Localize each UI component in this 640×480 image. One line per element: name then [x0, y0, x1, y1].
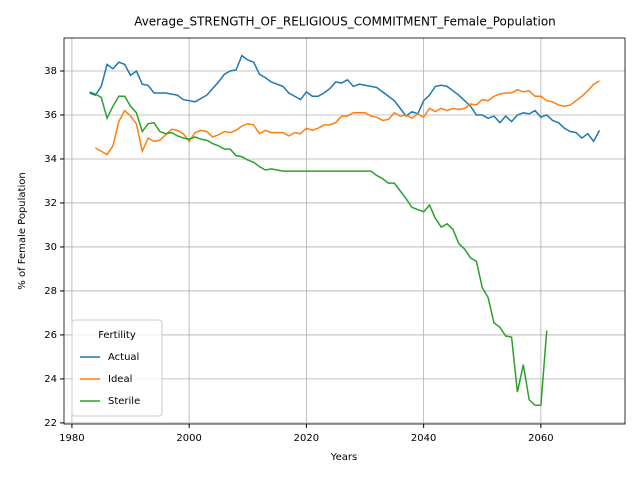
line-series	[94, 80, 600, 156]
y-tick-label: 24	[44, 374, 57, 385]
x-tick-label: 2060	[528, 433, 553, 444]
legend-label: Sterile	[108, 396, 140, 407]
line-series	[89, 91, 548, 407]
axes-frame	[63, 37, 626, 425]
y-tick-label: 34	[44, 154, 57, 165]
legend-title: Fertility	[98, 330, 136, 341]
legend-label: Actual	[108, 352, 139, 363]
legend: Fertility Actual Ideal Sterile	[71, 319, 163, 417]
x-axis-label: Years	[330, 452, 357, 463]
y-tick-label: 38	[44, 66, 57, 77]
legend-label: Ideal	[108, 374, 132, 385]
x-tick-label: 1980	[59, 433, 84, 444]
y-tick-label: 30	[44, 242, 57, 253]
legend-box	[71, 319, 163, 417]
x-tick-label: 2000	[176, 433, 201, 444]
y-tick-label: 28	[44, 286, 57, 297]
x-tick-label: 2040	[411, 433, 436, 444]
y-tick-label: 32	[44, 198, 57, 209]
y-tick-label: 22	[44, 418, 57, 429]
x-tick-label: 2020	[294, 433, 319, 444]
y-tick-label: 36	[44, 110, 57, 121]
chart-title: Average_STRENGTH_OF_RELIGIOUS_COMMITMENT…	[134, 15, 556, 29]
y-tick-label: 26	[44, 330, 57, 341]
y-axis-label: % of Female Population	[17, 172, 28, 289]
line-series	[89, 54, 601, 143]
